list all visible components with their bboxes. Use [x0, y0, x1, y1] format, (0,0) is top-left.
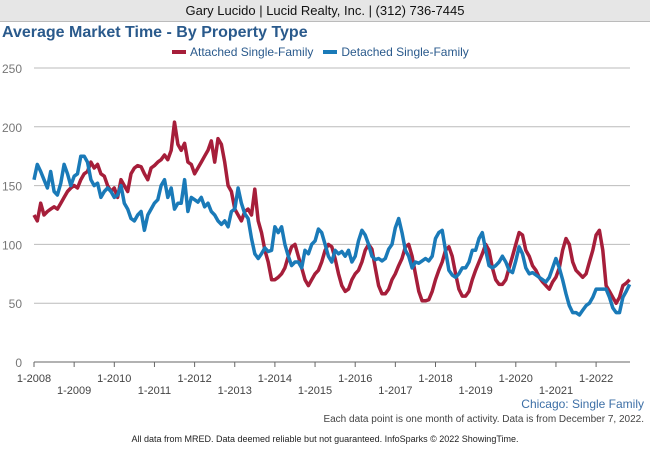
legend-label-attached: Attached Single-Family	[190, 45, 314, 59]
y-tick-label: 200	[2, 121, 22, 135]
x-tick-label: 1-2009	[57, 385, 91, 397]
series-line-detached	[32, 154, 632, 317]
legend-item-detached[interactable]: Detached Single-Family	[323, 45, 469, 59]
source-label[interactable]: Chicago: Single Family	[521, 397, 644, 411]
chart-title: Average Market Time - By Property Type	[2, 24, 308, 41]
series-line-attached	[32, 120, 631, 305]
y-tick-label: 100	[2, 238, 22, 252]
legend: Attached Single-Family Detached Single-F…	[172, 45, 469, 59]
footer-disclaimer: All data from MRED. Data deemed reliable…	[131, 434, 519, 444]
x-tick-label: 1-2022	[579, 373, 613, 385]
x-tick-label: 1-2020	[499, 373, 533, 385]
x-tick-label: 1-2008	[17, 373, 51, 385]
x-tick-label: 1-2010	[97, 373, 131, 385]
y-tick-label: 0	[15, 356, 22, 370]
x-tick-label: 1-2012	[177, 373, 211, 385]
x-tick-label: 1-2021	[539, 385, 573, 397]
x-tick-label: 1-2019	[459, 385, 493, 397]
legend-swatch-attached	[172, 50, 186, 54]
x-tick-label: 1-2014	[258, 373, 292, 385]
legend-swatch-detached	[323, 50, 338, 54]
legend-item-attached[interactable]: Attached Single-Family	[172, 45, 313, 59]
data-note: Each data point is one month of activity…	[323, 414, 644, 425]
line-chart: 0 50 100 150 200 250 1-2008 1-2009 1-2010 1-2011 1…	[2, 62, 632, 397]
y-tick-label: 50	[9, 297, 23, 311]
x-tick-label: 1-2017	[378, 385, 412, 397]
y-tick-label: 150	[2, 180, 22, 194]
x-tick-label: 1-2013	[218, 385, 252, 397]
x-tick-label: 1-2011	[138, 385, 171, 397]
agent-header: Gary Lucido | Lucid Realty, Inc. | (312)…	[0, 0, 650, 22]
x-tick-label: 1-2018	[418, 373, 452, 385]
legend-label-detached: Detached Single-Family	[341, 45, 469, 59]
y-tick-label: 250	[2, 62, 22, 76]
x-tick-label: 1-2015	[298, 385, 332, 397]
x-tick-label: 1-2016	[338, 373, 372, 385]
